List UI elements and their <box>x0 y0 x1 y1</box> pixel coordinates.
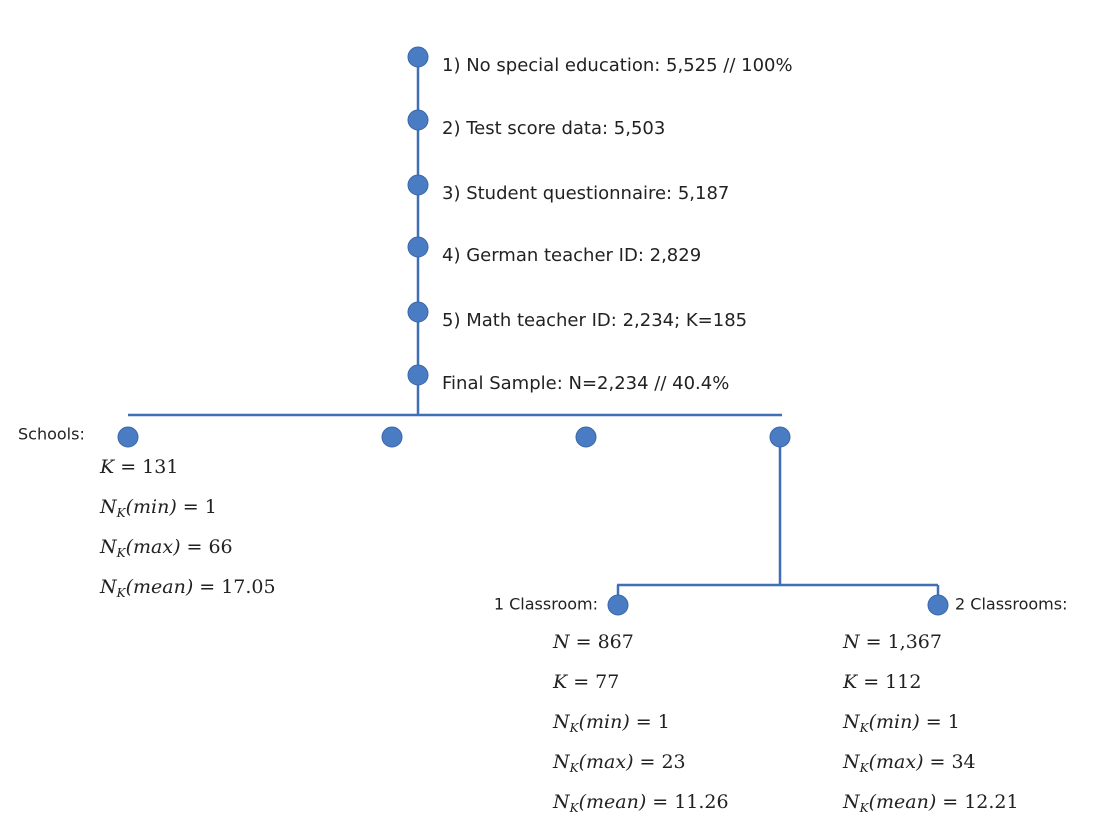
stat-symbol: K <box>552 671 569 693</box>
stat-arg: (mean) <box>579 791 647 813</box>
classroom-label: 2 Classrooms: <box>955 595 1067 614</box>
step-label: 5) Math teacher ID: 2,234; K=185 <box>442 310 747 331</box>
stat-arg: (mean) <box>869 791 937 813</box>
stat-symbol: N <box>842 791 861 813</box>
stat-arg: (min) <box>126 496 177 518</box>
stat-symbol: N <box>552 751 571 773</box>
stat-subscript: K <box>859 801 870 815</box>
stat-subscript: K <box>569 721 580 735</box>
stat-arg: (mean) <box>126 576 194 598</box>
stat-value: = 34 <box>929 751 975 773</box>
node-dot <box>407 236 429 258</box>
node-dot <box>927 594 949 616</box>
schools-label: Schools: <box>18 425 85 444</box>
stat-subscript: K <box>859 761 870 775</box>
stat-line: NK(min) = 1 <box>552 711 670 735</box>
node-dot <box>607 594 629 616</box>
node-dot <box>407 364 429 386</box>
stat-line: NK(min) = 1 <box>842 711 960 735</box>
stat-symbol: K <box>842 671 859 693</box>
stat-line: NK(mean) = 12.21 <box>842 791 1019 815</box>
stat-symbol: N <box>99 536 118 558</box>
step-label: 3) Student questionnaire: 5,187 <box>442 183 729 204</box>
stat-arg: (max) <box>579 751 634 773</box>
stat-value: = 1,367 <box>866 631 942 653</box>
stat-line: NK(max) = 34 <box>842 751 976 775</box>
node-dot <box>407 109 429 131</box>
stat-symbol: N <box>842 751 861 773</box>
stat-value: = 12.21 <box>942 791 1018 813</box>
node-dot <box>407 174 429 196</box>
stat-subscript: K <box>569 761 580 775</box>
stat-value: = 77 <box>573 671 619 693</box>
node-dot <box>407 46 429 68</box>
stat-value: = 1 <box>926 711 960 733</box>
stat-line: N = 1,367 <box>842 631 942 653</box>
step-label: 1) No special education: 5,525 // 100% <box>442 55 793 76</box>
stat-symbol: N <box>842 631 861 653</box>
step-label: Final Sample: N=2,234 // 40.4% <box>442 373 729 394</box>
node-dot <box>117 426 139 448</box>
stat-line: N = 867 <box>552 631 634 653</box>
stat-line: NK(max) = 66 <box>99 536 233 560</box>
step-label: 4) German teacher ID: 2,829 <box>442 245 701 266</box>
stat-line: NK(mean) = 11.26 <box>552 791 729 815</box>
stat-subscript: K <box>116 506 127 520</box>
stat-subscript: K <box>116 546 127 560</box>
stat-value: = 17.05 <box>199 576 275 598</box>
stat-value: = 1 <box>183 496 217 518</box>
node-dot <box>575 426 597 448</box>
stat-line: NK(min) = 1 <box>99 496 217 520</box>
stat-value: = 23 <box>639 751 685 773</box>
stat-line: K = 77 <box>552 671 619 693</box>
stat-symbol: K <box>99 456 116 478</box>
step-label: 2) Test score data: 5,503 <box>442 118 665 139</box>
classroom-label: 1 Classroom: <box>494 595 598 614</box>
stat-symbol: N <box>552 711 571 733</box>
stat-subscript: K <box>859 721 870 735</box>
stat-symbol: N <box>552 631 571 653</box>
stat-line: NK(max) = 23 <box>552 751 686 775</box>
node-dot <box>769 426 791 448</box>
node-dot <box>407 301 429 323</box>
node-dot <box>381 426 403 448</box>
stat-arg: (min) <box>869 711 920 733</box>
stat-symbol: N <box>99 576 118 598</box>
stat-subscript: K <box>116 586 127 600</box>
stat-arg: (max) <box>869 751 924 773</box>
stat-arg: (min) <box>579 711 630 733</box>
stat-symbol: N <box>552 791 571 813</box>
stat-value: = 66 <box>186 536 232 558</box>
stat-value: = 1 <box>636 711 670 733</box>
stat-line: K = 131 <box>99 456 178 478</box>
stat-line: NK(mean) = 17.05 <box>99 576 276 600</box>
stat-value: = 131 <box>120 456 178 478</box>
stat-subscript: K <box>569 801 580 815</box>
stat-value: = 11.26 <box>652 791 728 813</box>
stat-symbol: N <box>99 496 118 518</box>
stat-value: = 867 <box>576 631 634 653</box>
stat-symbol: N <box>842 711 861 733</box>
stat-arg: (max) <box>126 536 181 558</box>
stat-value: = 112 <box>863 671 921 693</box>
stat-line: K = 112 <box>842 671 921 693</box>
